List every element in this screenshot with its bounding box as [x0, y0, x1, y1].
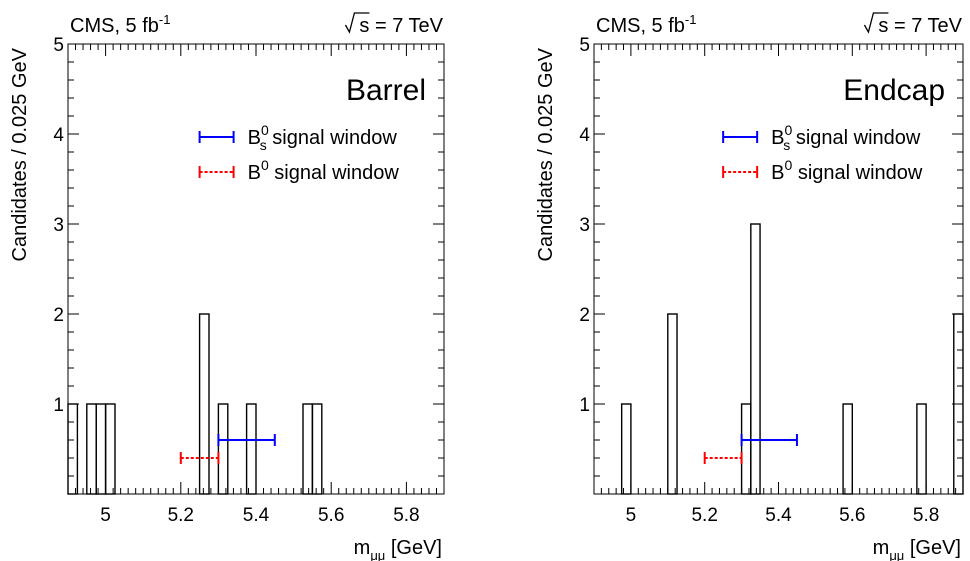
y-tick-label: 5 [579, 35, 590, 56]
x-axis-label-unit: [GeV] [385, 537, 442, 559]
histogram-bin [198, 313, 210, 495]
x-tick-label: 5.8 [393, 505, 419, 526]
x-tick-label: 5.6 [318, 505, 344, 526]
signal-window-1 [703, 452, 743, 464]
histogram-bin [86, 403, 97, 495]
legend-label: signal window [267, 127, 398, 149]
x-tick-label: 5.6 [839, 505, 865, 526]
x-tick-label: 5.4 [243, 505, 270, 526]
sqrt-icon [863, 12, 889, 34]
x-axis-label: mμμ [GeV] [354, 537, 442, 561]
header-experiment-sup: -1 [159, 12, 171, 27]
legend-sup: 0 [261, 122, 269, 138]
panel-label: Endcap [843, 74, 945, 107]
header-energy-text: s = 7 TeV [359, 15, 443, 37]
x-axis-label-sub: μμ [889, 548, 904, 561]
panel-label: Barrel [346, 74, 426, 107]
legend-entry: B0 s signal window [771, 122, 921, 153]
header-energy-text: s = 7 TeV [878, 15, 962, 37]
legend-label: signal window [269, 162, 400, 184]
legend-sup: 0 [784, 122, 792, 138]
y-tick-label: 2 [53, 305, 64, 326]
x-tick-label: 5.4 [765, 505, 792, 526]
y-tick-label: 4 [53, 125, 64, 146]
histogram-bin [104, 403, 116, 495]
x-axis-label-var: m [354, 537, 371, 559]
header-energy: s = 7 TeV [878, 15, 962, 37]
y-tick-label: 5 [53, 35, 64, 56]
header-experiment: CMS, 5 fb-1 [70, 12, 170, 37]
histogram-bin [916, 403, 927, 495]
x-tick-label: 5.2 [691, 505, 717, 526]
y-tick-label: 3 [53, 215, 64, 236]
histogram-bin [667, 313, 678, 495]
signal-window-0 [740, 434, 798, 446]
legend-name: B [248, 127, 261, 149]
y-tick-label: 3 [579, 215, 590, 236]
histogram-bin [67, 403, 79, 495]
y-axis-label: Candidates / 0.025 GeV [9, 47, 31, 261]
legend-sub: s [260, 137, 267, 153]
x-axis-label-var: m [873, 537, 890, 559]
header-experiment: CMS, 5 fb-1 [596, 12, 696, 37]
legend-name: B [248, 162, 261, 184]
histogram-bin [95, 403, 107, 495]
legend-entry: B0 signal window [248, 157, 400, 184]
y-tick-label: 2 [579, 305, 590, 326]
signal-window-1 [179, 452, 220, 464]
x-tick-label: 5 [626, 505, 637, 526]
legend-entry: B0 signal window [771, 157, 923, 184]
legend-label: signal window [790, 127, 921, 149]
signal-window-0 [217, 434, 276, 446]
legend-sup: 0 [261, 157, 269, 173]
histogram-bin [245, 403, 257, 495]
histogram-bin [953, 313, 964, 495]
x-axis-label-unit: [GeV] [904, 537, 961, 559]
legend-sub: s [783, 137, 790, 153]
histogram-bin [740, 403, 752, 495]
y-tick-label: 4 [579, 125, 590, 146]
legend-entry: B0 s signal window [248, 122, 398, 153]
y-tick-label: 1 [579, 395, 590, 416]
x-tick-label: 5 [100, 505, 111, 526]
x-axis-label: mμμ [GeV] [873, 537, 961, 561]
legend-label: signal window [792, 162, 923, 184]
legend-name: B [771, 162, 784, 184]
header-experiment-text: CMS, 5 fb [596, 15, 685, 37]
y-axis-label: Candidates / 0.025 GeV [535, 47, 557, 261]
histogram-bin [750, 223, 761, 495]
histogram-bin [842, 403, 854, 495]
plot-frame [593, 43, 964, 495]
header-energy: s = 7 TeV [359, 15, 443, 37]
sqrt-icon [344, 12, 370, 34]
header-experiment-sup: -1 [685, 12, 697, 27]
x-tick-label: 5.8 [913, 505, 939, 526]
legend-sup: 0 [784, 157, 792, 173]
x-tick-label: 5.2 [168, 505, 194, 526]
histogram-bin [217, 403, 229, 495]
y-tick-label: 1 [53, 395, 64, 416]
x-axis-label-sub: μμ [370, 548, 385, 561]
legend-name: B [771, 127, 784, 149]
histogram-bin [302, 403, 314, 495]
header-experiment-text: CMS, 5 fb [70, 15, 159, 37]
histogram-bin [311, 403, 323, 495]
histogram-bin [620, 403, 632, 495]
